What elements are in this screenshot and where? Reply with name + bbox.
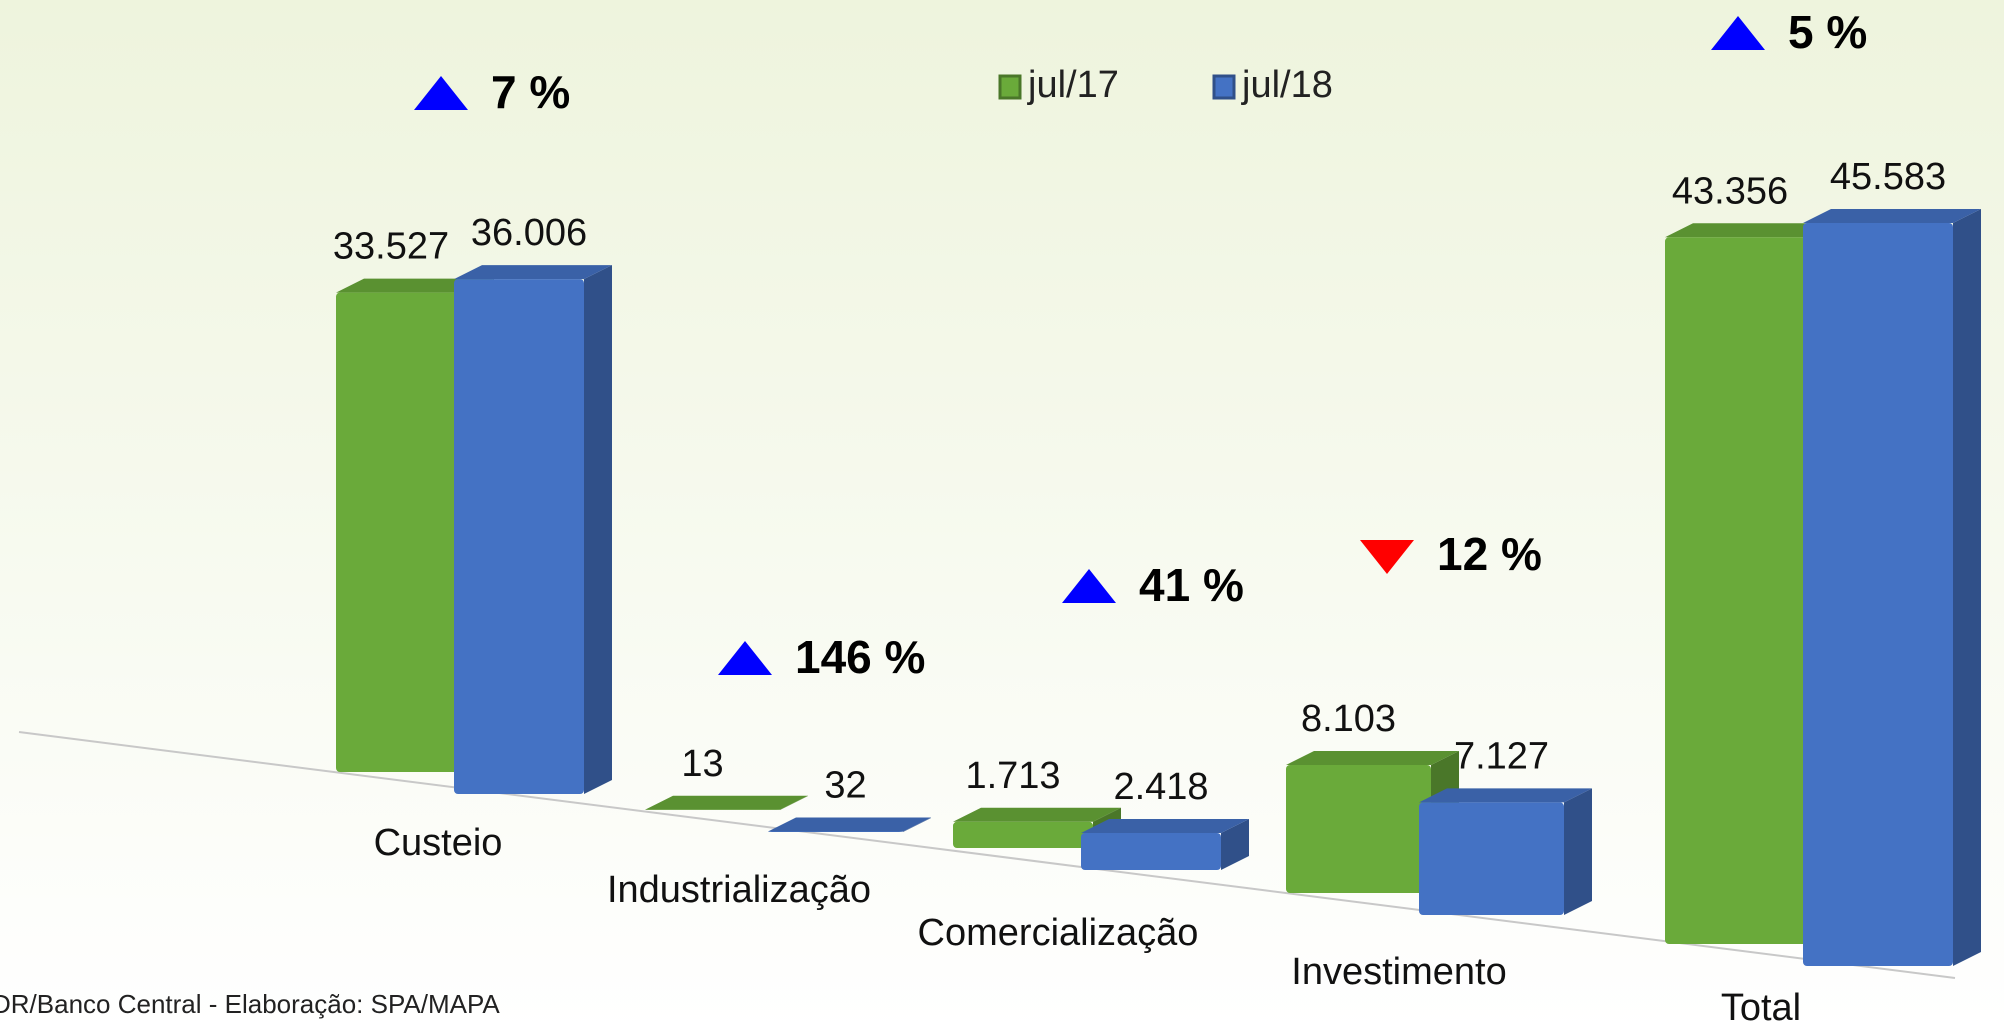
bar bbox=[336, 292, 466, 772]
bar bbox=[1286, 764, 1431, 893]
bar bbox=[1419, 802, 1564, 915]
annotation: 5 % bbox=[1788, 6, 1867, 58]
bar-side bbox=[1564, 788, 1592, 915]
bar bbox=[1665, 237, 1815, 945]
annotation: 41 % bbox=[1139, 559, 1244, 611]
legend-label: jul/17 bbox=[1027, 64, 1119, 106]
legend-swatch bbox=[1212, 74, 1236, 100]
legend-swatch bbox=[998, 74, 1022, 100]
legend-label: jul/18 bbox=[1241, 64, 1333, 106]
value-label: 2.418 bbox=[1113, 766, 1208, 808]
trend-arrow bbox=[718, 641, 772, 675]
bar-top bbox=[454, 265, 612, 280]
annotation: 7 % bbox=[491, 66, 570, 118]
value-label: 13 bbox=[681, 743, 723, 785]
value-label: 43.356 bbox=[1672, 170, 1788, 212]
annotation: 146 % bbox=[795, 631, 925, 683]
bar-top bbox=[1803, 208, 1981, 223]
trend-arrow bbox=[1360, 540, 1414, 574]
bar-top bbox=[953, 807, 1121, 822]
value-label: 8.103 bbox=[1301, 698, 1396, 740]
bar bbox=[454, 279, 584, 794]
x-tick-label: Industrialização bbox=[607, 869, 871, 911]
bar-top bbox=[1081, 819, 1249, 834]
bar bbox=[953, 821, 1093, 848]
bar-side bbox=[1221, 819, 1249, 870]
trend-arrow bbox=[1711, 16, 1765, 50]
value-label: 33.527 bbox=[333, 226, 449, 268]
value-label: 36.006 bbox=[471, 212, 587, 254]
baseline bbox=[18, 731, 1956, 979]
value-label: 1.713 bbox=[965, 755, 1060, 797]
bar-top bbox=[1665, 223, 1843, 238]
bar bbox=[1081, 833, 1221, 870]
bar-top bbox=[1286, 750, 1459, 765]
source: DR/Banco Central - Elaboração: SPA/MAPA bbox=[0, 989, 500, 1019]
x-tick-label: Custeio bbox=[374, 822, 503, 864]
trend-arrow bbox=[414, 76, 468, 110]
x-tick-label: Total bbox=[1721, 987, 1801, 1029]
bar-side bbox=[1953, 208, 1981, 967]
x-tick-label: Comercialização bbox=[918, 912, 1199, 954]
bar-side bbox=[903, 817, 931, 832]
value-label: 32 bbox=[824, 765, 866, 807]
bar-side bbox=[780, 795, 808, 810]
trend-arrow bbox=[1062, 569, 1116, 603]
x-tick-label: Investimento bbox=[1291, 951, 1506, 993]
value-label: 7.127 bbox=[1454, 735, 1549, 777]
bar bbox=[1803, 222, 1953, 967]
bar-top bbox=[645, 795, 808, 810]
annotation: 12 % bbox=[1437, 528, 1542, 580]
bar-side bbox=[584, 265, 612, 794]
bar-top bbox=[1419, 788, 1592, 803]
value-label: 45.583 bbox=[1830, 156, 1946, 198]
bar-top bbox=[768, 817, 931, 832]
